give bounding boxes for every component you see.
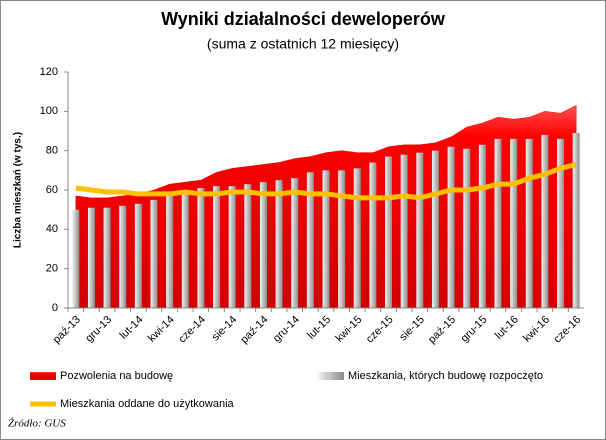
bar xyxy=(431,150,439,308)
bar xyxy=(447,146,455,308)
legend-label: Mieszkania, których budowę rozpoczęto xyxy=(348,370,543,382)
y-tick-label: 80 xyxy=(46,145,58,157)
y-axis-title: Liczba mieszkań (w tys.) xyxy=(13,132,24,248)
bar xyxy=(166,195,174,308)
bar xyxy=(259,182,267,308)
bar xyxy=(353,168,361,308)
bar xyxy=(400,154,408,308)
bar xyxy=(275,180,283,308)
bar xyxy=(322,170,330,308)
bar xyxy=(416,152,424,308)
y-tick-label: 60 xyxy=(46,184,58,196)
bar xyxy=(385,156,393,308)
bar xyxy=(463,148,471,308)
bar xyxy=(134,203,142,308)
bar xyxy=(557,138,565,308)
chart-title: Wyniki działalności deweloperów xyxy=(161,9,446,29)
legend-swatch xyxy=(30,372,56,380)
bar xyxy=(291,178,299,308)
source: Źródło: GUS xyxy=(8,418,66,430)
bar xyxy=(369,162,377,308)
line xyxy=(75,162,577,201)
bar xyxy=(306,172,314,308)
bar xyxy=(338,170,346,308)
bar xyxy=(119,205,127,308)
bar xyxy=(87,207,95,308)
bar xyxy=(572,132,580,308)
legend-label: Mieszkania oddane do użytkowania xyxy=(60,398,235,410)
bar xyxy=(150,199,158,308)
bar xyxy=(525,138,533,308)
y-tick-label: 20 xyxy=(46,263,58,275)
legend-swatch xyxy=(318,372,344,380)
y-tick-label: 100 xyxy=(40,105,58,117)
y-tick-label: 0 xyxy=(52,302,58,314)
y-tick-label: 120 xyxy=(40,66,58,78)
y-tick-label: 40 xyxy=(46,223,58,235)
bar xyxy=(197,188,205,308)
bar xyxy=(72,209,80,308)
legend-label: Pozwolenia na budowę xyxy=(60,370,173,382)
bar xyxy=(541,134,549,308)
bar xyxy=(244,184,252,308)
chart-subtitle: (suma z ostatnich 12 miesięcy) xyxy=(207,36,399,52)
bar xyxy=(103,207,111,308)
bar xyxy=(494,138,502,308)
bar xyxy=(181,191,189,308)
bar xyxy=(478,144,486,308)
bar xyxy=(510,138,518,308)
bar xyxy=(213,186,221,308)
bar xyxy=(228,186,236,308)
